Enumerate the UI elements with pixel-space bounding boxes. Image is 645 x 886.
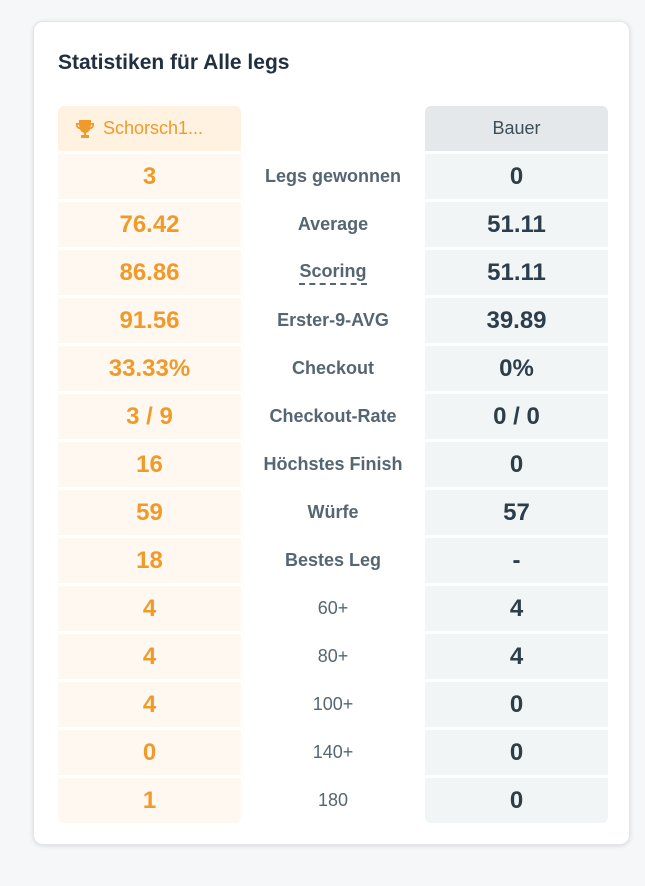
left-value: 4: [58, 586, 241, 631]
right-value: 0 / 0: [425, 394, 608, 439]
card-title: Statistiken für Alle legs: [58, 51, 290, 74]
player-left-name: Schorsch1...: [103, 118, 204, 138]
left-value: 91.56: [58, 298, 241, 343]
player-right-name: Bauer: [492, 118, 541, 138]
stat-label: Höchstes Finish: [263, 454, 403, 474]
right-value: 0: [425, 154, 608, 199]
right-value: -: [425, 538, 608, 583]
stat-label: Würfe: [307, 502, 359, 522]
left-value: 16: [58, 442, 241, 487]
trophy-icon: [76, 119, 94, 138]
left-value: 76.42: [58, 202, 241, 247]
left-value: 59: [58, 490, 241, 535]
right-value: 0: [425, 778, 608, 823]
right-value: 51.11: [425, 250, 608, 295]
left-value: 1: [58, 778, 241, 823]
player-right-header: Bauer: [425, 106, 608, 151]
right-value: 51.11: [425, 202, 608, 247]
left-value: 3 / 9: [58, 394, 241, 439]
stat-label: Checkout: [291, 358, 374, 378]
right-value: 57: [425, 490, 608, 535]
stat-label: 140+: [312, 742, 354, 762]
stat-label: Bestes Leg: [284, 550, 382, 570]
right-value: 0: [425, 682, 608, 727]
right-value: 0%: [425, 346, 608, 391]
stat-label: 100+: [312, 694, 354, 714]
right-value: 4: [425, 634, 608, 679]
left-value: 4: [58, 682, 241, 727]
stat-label: 60+: [317, 598, 349, 618]
left-value: 4: [58, 634, 241, 679]
stat-label: Erster-9-AVG: [277, 310, 389, 330]
left-value: 3: [58, 154, 241, 199]
left-value: 33.33%: [58, 346, 241, 391]
right-value: 0: [425, 730, 608, 775]
stat-label: 180: [317, 790, 349, 810]
stat-label: Average: [297, 214, 369, 234]
left-value: 18: [58, 538, 241, 583]
right-value: 4: [425, 586, 608, 631]
player-left-header: Schorsch1...: [58, 106, 241, 151]
left-value: 86.86: [58, 250, 241, 295]
left-value: 0: [58, 730, 241, 775]
stat-label: 80+: [317, 646, 349, 666]
stat-label: Scoring: [299, 261, 367, 285]
right-value: 39.89: [425, 298, 608, 343]
stats-card: Statistiken für Alle legs Schorsch1... B…: [33, 21, 630, 845]
stat-label: Checkout-Rate: [269, 406, 397, 426]
stat-label-tooltip[interactable]: Scoring: [241, 250, 425, 295]
right-value: 0: [425, 442, 608, 487]
stat-label: Legs gewonnen: [264, 166, 401, 186]
